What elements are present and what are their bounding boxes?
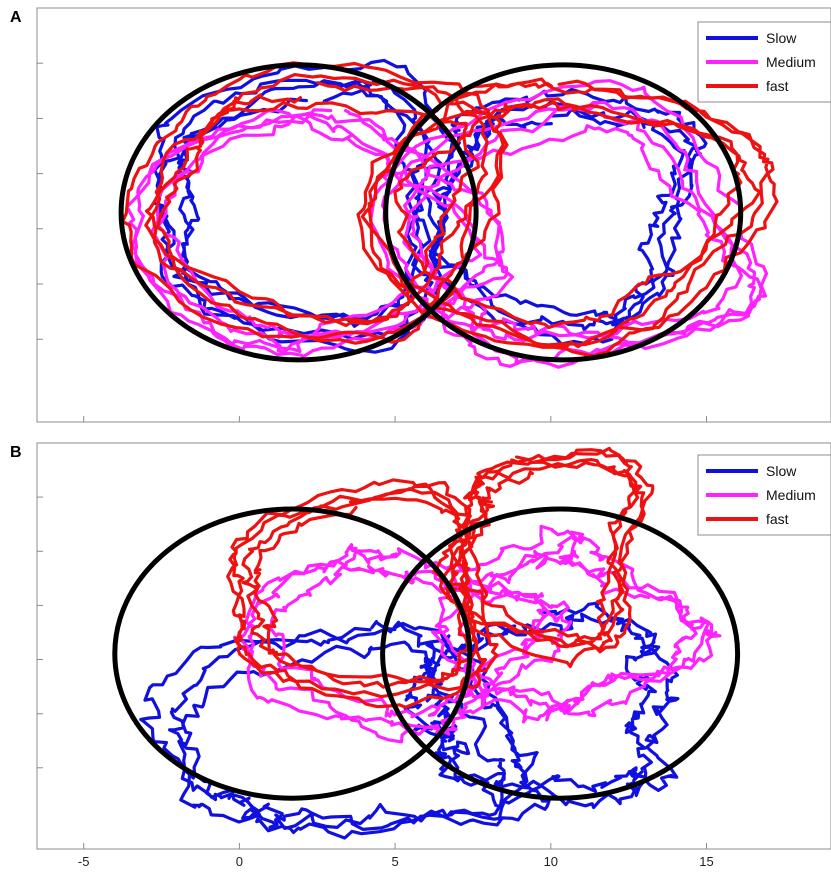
- panel-b-label: B: [10, 444, 22, 461]
- series-medium-trajectory-2: [431, 524, 722, 724]
- panel-a-ticks: [37, 62, 707, 422]
- panel-b-legend: Slow Medium fast: [697, 454, 831, 536]
- x-tick-label: 15: [699, 854, 713, 869]
- panel-b-ticks: -5 0 5 10 15: [37, 496, 714, 869]
- panel-b-reference-circles: [112, 506, 741, 801]
- series-slow-trajectory-2: [411, 87, 708, 346]
- panel-b-series: [139, 446, 722, 840]
- series-fast-trajectory-2: [432, 446, 655, 669]
- panel-a-reference-circles: [118, 62, 744, 363]
- legend-fast-label: fast: [766, 511, 789, 527]
- panel-b-axes-box: [36, 442, 831, 850]
- series-fast-trajectory-1: [226, 478, 499, 709]
- series-medium-trajectory-1: [233, 543, 573, 744]
- reference-circle-1: [112, 506, 473, 801]
- series-slow-trajectory-1: [139, 620, 551, 840]
- legend-medium-label: Medium: [766, 54, 816, 70]
- panel-a-axes-box: [36, 7, 831, 423]
- reference-circle-2: [383, 62, 744, 363]
- series-slow-trajectory-2: [403, 599, 680, 810]
- x-tick-label: -5: [78, 854, 90, 869]
- panel-b: B -5 0 5 10 15 Slow Medium fast: [10, 442, 831, 869]
- x-tick-label: 10: [544, 854, 558, 869]
- panel-a-legend: Slow Medium fast: [697, 21, 831, 103]
- reference-circle-1: [118, 62, 479, 363]
- panel-a: A Slow Medium fast: [10, 7, 831, 423]
- x-tick-label: 5: [391, 854, 398, 869]
- panel-a-series: [121, 58, 779, 369]
- legend-fast-label: fast: [766, 78, 789, 94]
- reference-circle-2: [380, 506, 741, 801]
- x-tick-label: 0: [236, 854, 243, 869]
- legend-slow-label: Slow: [766, 30, 797, 46]
- legend-slow-label: Slow: [766, 463, 797, 479]
- panel-a-label: A: [10, 9, 22, 26]
- legend-medium-label: Medium: [766, 487, 816, 503]
